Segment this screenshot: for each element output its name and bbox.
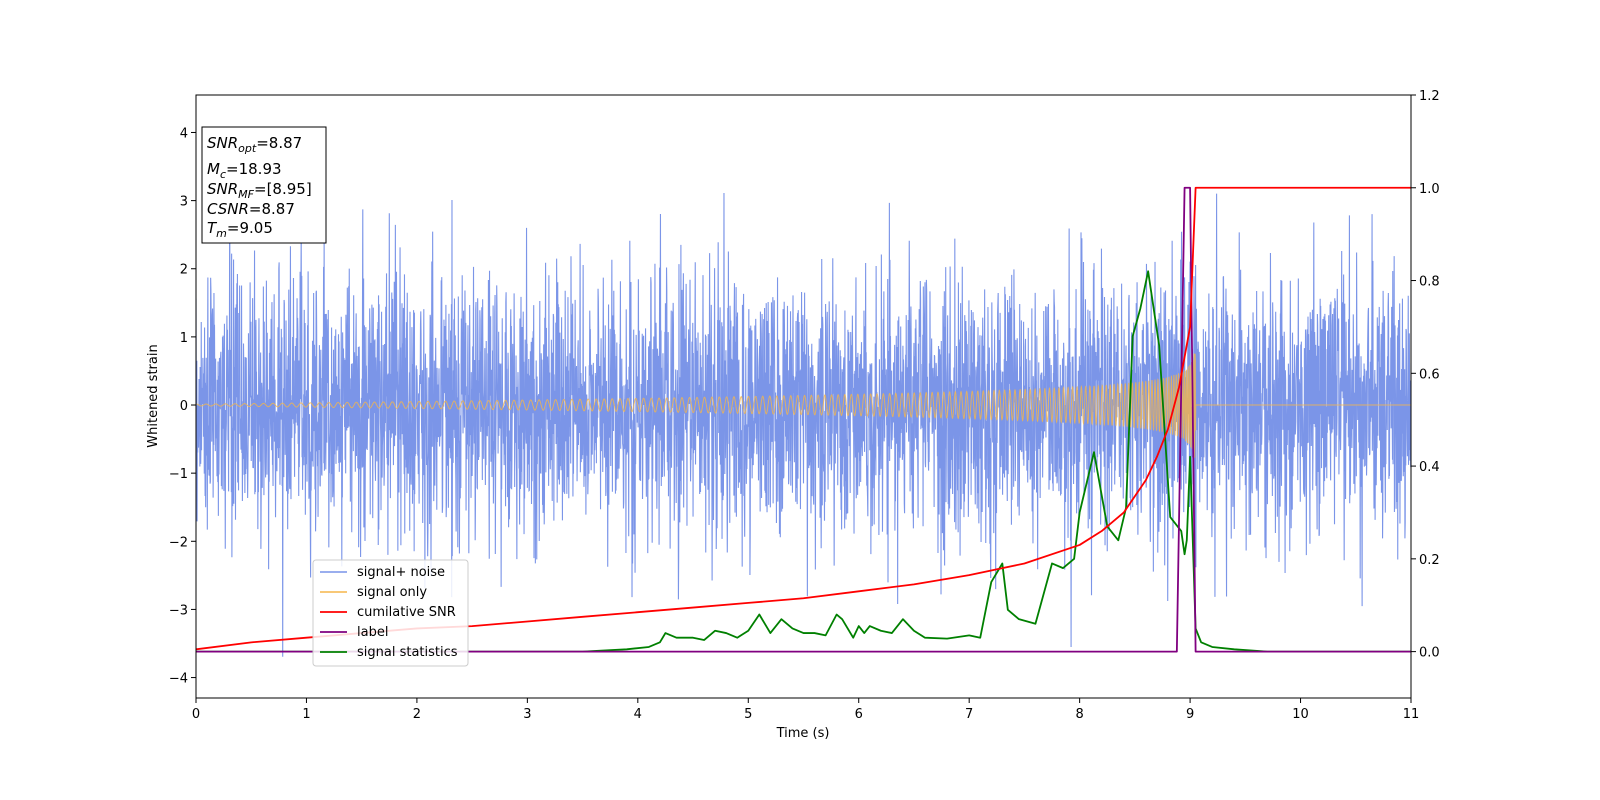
y-tick-label: 3 bbox=[180, 195, 188, 210]
info-box-frame bbox=[201, 126, 327, 244]
series-label bbox=[196, 186, 1411, 653]
y2-tick-label: 0.4 bbox=[1419, 460, 1440, 475]
y-axis-left: −4 −3 −2 −1 0 1 2 3 4 bbox=[169, 126, 196, 687]
legend-label-signal-only: signal only bbox=[357, 585, 427, 600]
y2-tick-label: 0.6 bbox=[1419, 367, 1440, 382]
y-tick-label: 4 bbox=[180, 126, 188, 141]
info-csnr: CSNR=8.87 bbox=[207, 200, 295, 218]
x-tick-label: 5 bbox=[744, 707, 752, 722]
plot-frame bbox=[195, 94, 1412, 699]
x-tick-label: 11 bbox=[1403, 707, 1420, 722]
legend-label-signal-statistics: signal statistics bbox=[357, 645, 458, 660]
y-tick-label: −1 bbox=[169, 467, 188, 482]
y-tick-label: 2 bbox=[180, 263, 188, 278]
x-tick-label: 4 bbox=[634, 707, 642, 722]
y-axis-right: 0.0 0.2 0.4 0.6 0.8 1.0 1.2 bbox=[1411, 89, 1440, 661]
y2-tick-label: 1.2 bbox=[1419, 89, 1440, 104]
x-tick-label: 9 bbox=[1186, 707, 1194, 722]
x-tick-label: 2 bbox=[413, 707, 421, 722]
x-tick-label: 0 bbox=[192, 707, 200, 722]
info-snr-opt: SNRopt=8.87 bbox=[207, 134, 302, 155]
info-snr-mf: SNRMF=[8.95] bbox=[207, 180, 312, 201]
x-tick-label: 3 bbox=[523, 707, 531, 722]
info-mc: Mc=18.93 bbox=[207, 160, 282, 181]
plot-area bbox=[196, 176, 1411, 657]
y2-tick-label: 0.0 bbox=[1419, 646, 1440, 661]
y-axis-label: Whitened strain bbox=[146, 344, 161, 447]
legend-frame bbox=[312, 559, 469, 667]
legend-label-cumulative-snr: cumilative SNR bbox=[357, 605, 456, 620]
info-box: SNRopt=8.87 Mc=18.93 SNRMF=[8.95] CSNR=8… bbox=[201, 126, 327, 244]
y2-tick-label: 0.2 bbox=[1419, 553, 1440, 568]
legend-label-label: label bbox=[357, 625, 388, 640]
x-tick-label: 1 bbox=[302, 707, 310, 722]
y-tick-label: −3 bbox=[169, 603, 188, 618]
y-tick-label: 1 bbox=[180, 331, 188, 346]
x-tick-label: 8 bbox=[1075, 707, 1083, 722]
x-axis: 0 1 2 3 4 5 6 7 8 9 10 11 bbox=[192, 698, 1419, 722]
x-tick-label: 7 bbox=[965, 707, 973, 722]
y2-tick-label: 1.0 bbox=[1419, 182, 1440, 197]
series-signal-noise bbox=[196, 176, 1411, 657]
info-tm: Tm=9.05 bbox=[207, 219, 273, 240]
x-tick-label: 10 bbox=[1292, 707, 1309, 722]
y-tick-label: −4 bbox=[169, 672, 188, 687]
y2-tick-label: 0.8 bbox=[1419, 275, 1440, 290]
series-signal-only bbox=[196, 353, 1411, 458]
y-tick-label: 0 bbox=[180, 399, 188, 414]
x-axis-label: Time (s) bbox=[776, 726, 830, 741]
series-signal-statistics bbox=[196, 270, 1411, 653]
legend: signal+ noise signal only cumilative SNR… bbox=[312, 559, 469, 667]
x-tick-label: 6 bbox=[855, 707, 863, 722]
y-tick-label: −2 bbox=[169, 535, 188, 550]
legend-label-signal-noise: signal+ noise bbox=[357, 565, 445, 580]
